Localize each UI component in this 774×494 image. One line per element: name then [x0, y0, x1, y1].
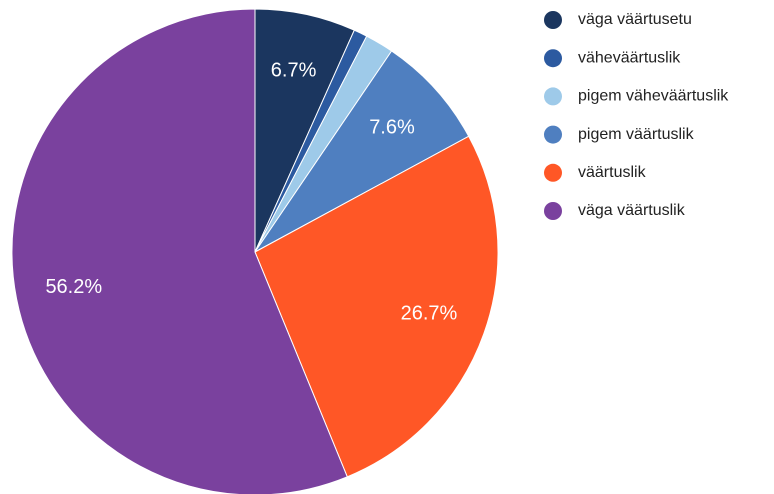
slice-label: 7.6%	[369, 116, 415, 138]
pie-slice	[254, 135, 499, 478]
slice-label: 26.7%	[401, 302, 458, 324]
legend-marker	[544, 49, 562, 68]
legend-label: väheväärtuslik	[578, 49, 681, 66]
legend-label: pigem väheväärtuslik	[578, 88, 729, 105]
legend-marker	[544, 87, 562, 106]
legend-label: väga väärtusetu	[578, 11, 692, 28]
legend-label: väärtuslik	[578, 164, 647, 181]
legend-marker	[544, 202, 562, 220]
pie-slice	[254, 50, 470, 253]
legend-marker	[544, 163, 562, 182]
legend-label: pigem väärtuslik	[578, 126, 695, 143]
legend-marker	[544, 11, 562, 29]
legend-label: väga väärtuslik	[578, 202, 686, 219]
slice-label: 6.7%	[271, 60, 317, 82]
slice-label: 56.2%	[45, 276, 102, 298]
legend-marker	[544, 125, 562, 144]
pie-slice	[11, 8, 348, 494]
